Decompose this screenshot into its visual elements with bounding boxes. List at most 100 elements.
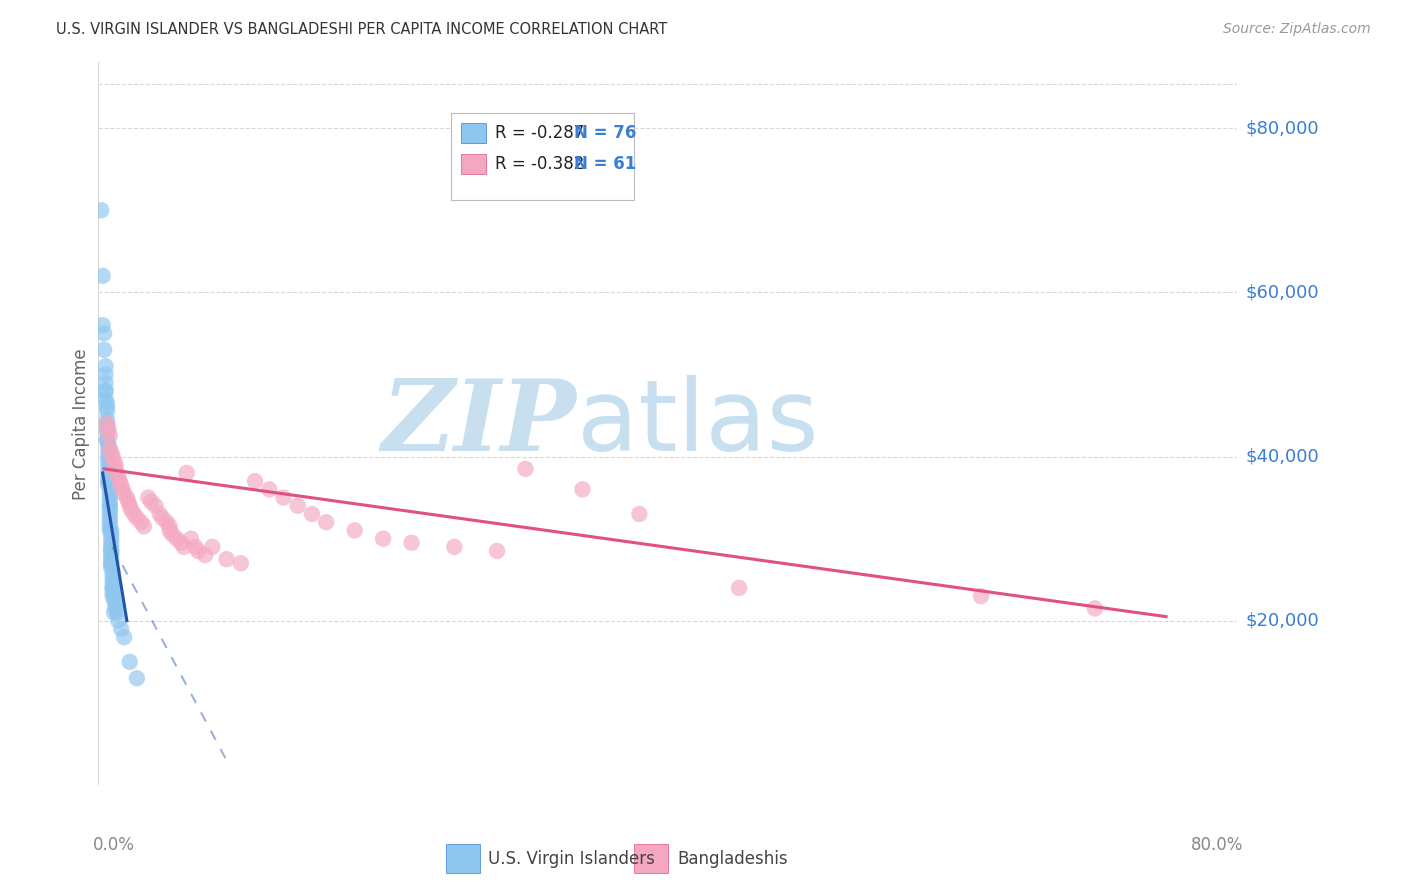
Text: 0.0%: 0.0% <box>93 836 135 854</box>
Point <box>96 417 118 431</box>
Point <box>96 404 118 418</box>
Point <box>101 581 124 595</box>
Point <box>96 401 118 415</box>
Point <box>101 589 124 603</box>
Point <box>132 519 155 533</box>
Point <box>91 318 114 333</box>
Point <box>117 494 139 508</box>
Point <box>728 581 751 595</box>
Point <box>215 552 238 566</box>
Point <box>98 511 121 525</box>
Point <box>91 268 114 283</box>
Point <box>156 515 179 529</box>
Point <box>107 614 129 628</box>
Point <box>98 494 121 508</box>
Text: atlas: atlas <box>576 376 818 472</box>
Bar <box>451 113 634 200</box>
Text: $60,000: $60,000 <box>1246 284 1319 301</box>
Point <box>443 540 465 554</box>
Point <box>125 671 148 685</box>
Point <box>97 421 120 435</box>
Point <box>97 474 120 488</box>
Point <box>98 491 121 505</box>
Point <box>96 396 118 410</box>
Point <box>162 527 184 541</box>
Point <box>194 548 217 562</box>
Point <box>98 515 121 529</box>
Point <box>101 581 124 595</box>
Point <box>94 376 117 390</box>
Point <box>120 503 142 517</box>
Point <box>100 540 122 554</box>
Point <box>100 535 122 549</box>
Point <box>100 556 122 570</box>
Point <box>98 483 121 497</box>
Point <box>101 450 124 464</box>
Point <box>96 433 118 447</box>
Text: 80.0%: 80.0% <box>1191 836 1243 854</box>
Point <box>96 421 118 435</box>
Point <box>98 499 121 513</box>
Point <box>287 499 309 513</box>
Point <box>112 630 135 644</box>
Point <box>100 445 122 459</box>
Point <box>100 544 122 558</box>
Point <box>149 507 172 521</box>
Text: $80,000: $80,000 <box>1246 120 1319 137</box>
Point <box>112 486 135 500</box>
Point <box>111 483 134 497</box>
Point <box>180 532 202 546</box>
Point <box>125 511 148 525</box>
Point <box>118 499 141 513</box>
Point <box>103 453 125 467</box>
Point <box>118 655 141 669</box>
Bar <box>446 844 479 873</box>
Point <box>97 453 120 467</box>
Text: $40,000: $40,000 <box>1246 448 1319 466</box>
Point <box>100 548 122 562</box>
Point <box>98 429 121 443</box>
Point <box>104 462 127 476</box>
Point <box>97 442 120 456</box>
Text: U.S. Virgin Islanders: U.S. Virgin Islanders <box>488 850 655 868</box>
Point <box>159 524 181 538</box>
Point <box>97 466 120 480</box>
Text: ZIP: ZIP <box>382 376 576 472</box>
Point <box>94 392 117 406</box>
Point <box>100 524 122 538</box>
Point <box>97 445 120 459</box>
Point <box>166 532 188 546</box>
Point <box>97 470 120 484</box>
Point <box>201 540 224 554</box>
Point <box>100 560 122 574</box>
Point <box>101 565 124 579</box>
Point <box>97 478 120 492</box>
Bar <box>461 154 485 175</box>
Point <box>97 437 120 451</box>
Point <box>107 470 129 484</box>
Point <box>94 384 117 398</box>
Point <box>93 343 115 357</box>
Bar <box>461 123 485 144</box>
Point <box>98 524 121 538</box>
Point <box>98 442 121 456</box>
Point <box>159 519 181 533</box>
Bar <box>634 844 668 873</box>
Point <box>129 515 152 529</box>
Point <box>152 511 174 525</box>
Text: R = -0.382: R = -0.382 <box>495 155 583 173</box>
Point <box>173 540 195 554</box>
Point <box>104 601 127 615</box>
Point <box>315 515 337 529</box>
Point <box>98 507 121 521</box>
Point <box>343 524 366 538</box>
Point <box>101 576 124 591</box>
Point <box>104 598 127 612</box>
Point <box>96 412 118 426</box>
Point <box>96 425 118 439</box>
Point <box>115 491 138 505</box>
Point <box>259 483 281 497</box>
Point <box>98 499 121 513</box>
Point <box>486 544 509 558</box>
Point <box>90 203 112 218</box>
